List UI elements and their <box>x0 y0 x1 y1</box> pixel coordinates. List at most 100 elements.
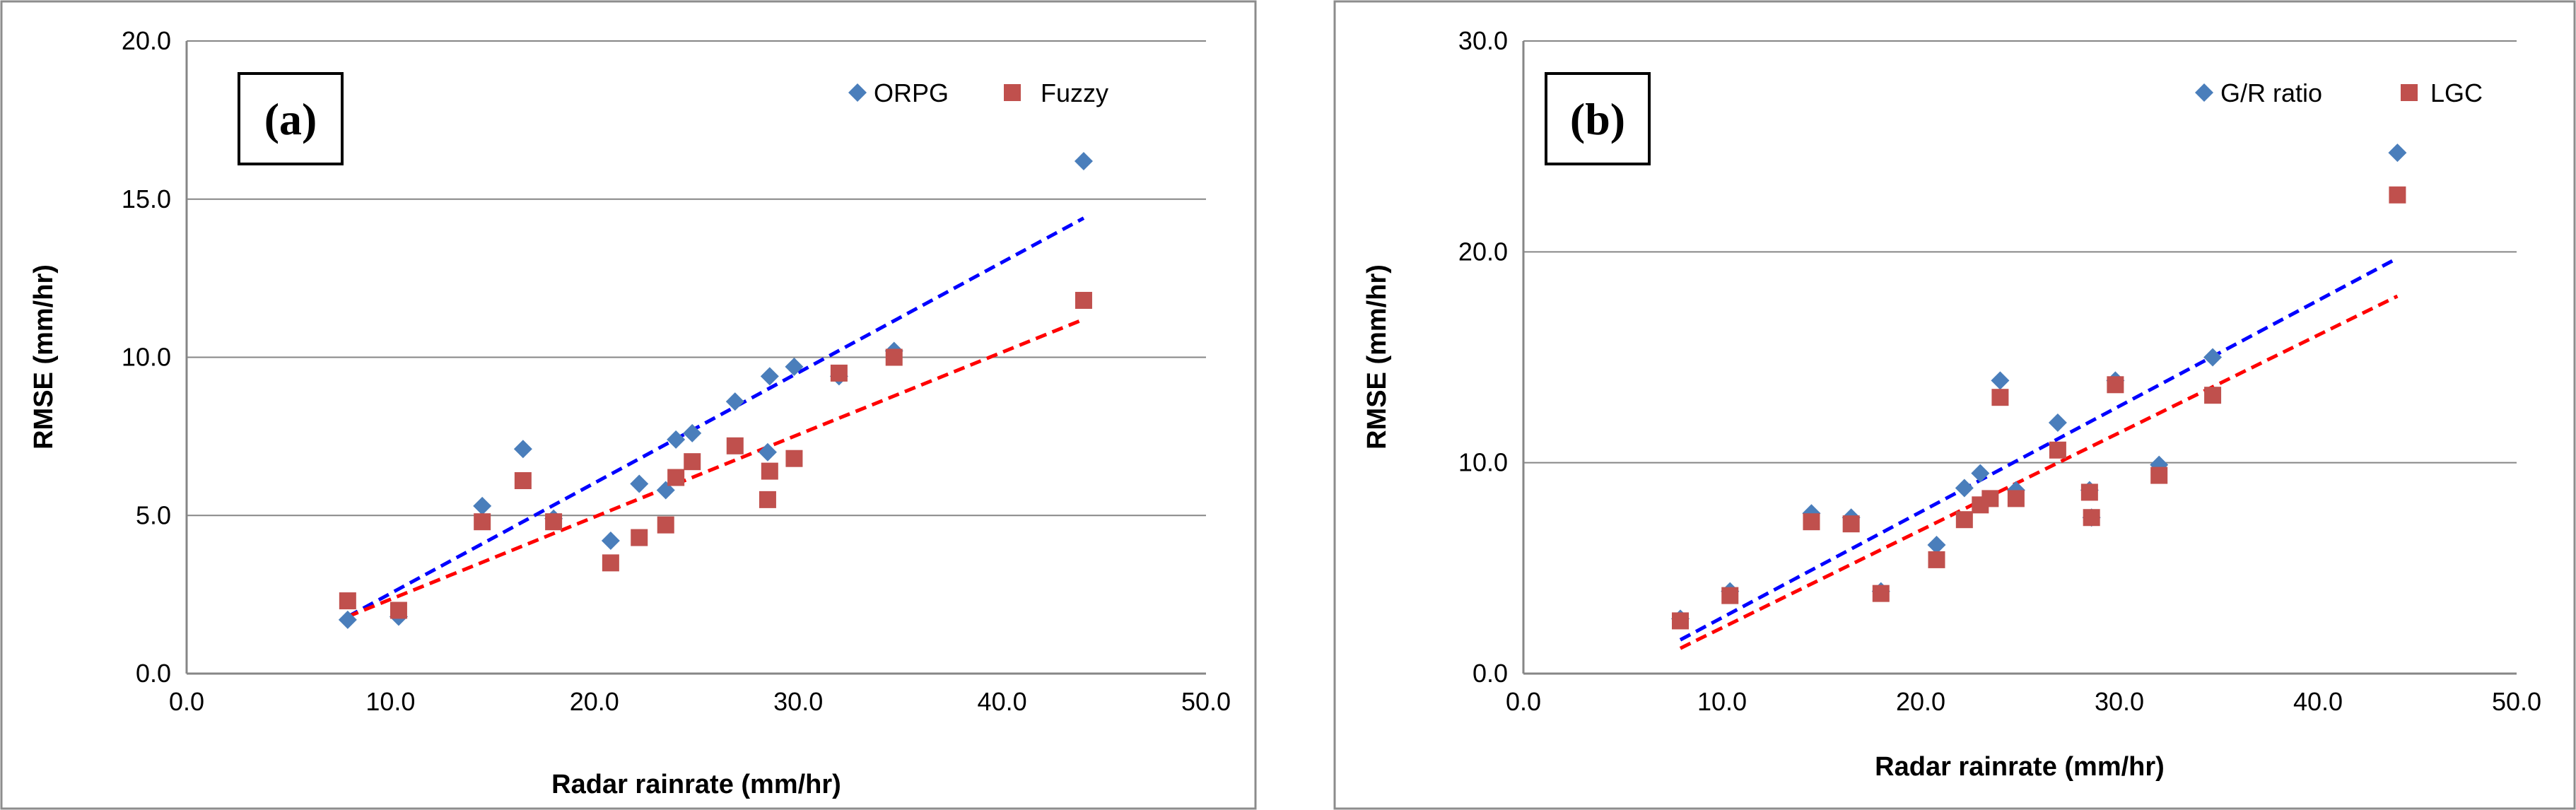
data-point-lgc <box>1955 511 1973 529</box>
gridlines <box>187 40 1206 517</box>
y-axis-label: RMSE (mm/hr) <box>1362 264 1392 450</box>
legend-marker-orpg <box>848 83 867 102</box>
data-point-lgc <box>2204 387 2222 404</box>
x-axis-label: Radar rainrate (mm/hr) <box>551 770 841 799</box>
y-tick-label: 20.0 <box>122 26 171 55</box>
x-tick-label: 10.0 <box>1697 687 1747 716</box>
x-tick-label: 0.0 <box>1506 687 1541 716</box>
x-tick-label: 20.0 <box>1896 687 1945 716</box>
data-point-orpg <box>601 532 620 551</box>
x-tick-label: 0.0 <box>169 687 204 716</box>
data-point-orpg <box>1074 152 1093 171</box>
data-point-g-r-ratio <box>1991 371 2010 390</box>
data-point-lgc <box>2107 376 2124 394</box>
legend-marker-gr-ratio <box>2195 83 2213 102</box>
data-point-fuzzy <box>390 601 407 619</box>
data-point-fuzzy <box>657 516 674 534</box>
trendlines <box>1679 257 2399 650</box>
data-point-fuzzy <box>684 453 701 471</box>
data-point-fuzzy <box>1075 291 1092 309</box>
data-point-fuzzy <box>885 348 903 366</box>
data-point-orpg <box>758 442 777 462</box>
y-tick-label: 15.0 <box>122 184 171 213</box>
data-point-orpg <box>667 430 686 449</box>
y-tick-label: 5.0 <box>136 500 171 529</box>
chart-panel-b: 0.010.020.030.0 0.0 10.0 20.0 30.0 40.0 50.0 … <box>1333 0 2576 810</box>
data-point-lgc <box>1928 551 1945 568</box>
data-point-fuzzy <box>339 592 356 610</box>
x-tick-label: 30.0 <box>2095 687 2144 716</box>
y-tick-label: 20.0 <box>1458 237 1508 266</box>
data-point-lgc <box>1872 585 1890 602</box>
legend: G/R ratio LGC <box>2195 78 2483 107</box>
trendline-lgc <box>1679 294 2399 650</box>
y-tick-label: 0.0 <box>1473 659 1508 688</box>
x-tick-label: 30.0 <box>773 687 823 716</box>
data-point-g-r-ratio <box>1971 464 1990 483</box>
data-point-fuzzy <box>761 462 778 480</box>
x-tick-labels: 0.0 10.0 20.0 30.0 40.0 50.0 <box>1506 687 2541 716</box>
data-point-lgc <box>1671 612 1689 630</box>
data-point-orpg <box>785 357 804 376</box>
data-point-lgc <box>2049 441 2066 459</box>
data-point-lgc <box>1842 515 1860 533</box>
data-point-orpg <box>760 367 779 386</box>
data-point-lgc <box>2007 490 2025 507</box>
data-points <box>338 152 1093 629</box>
x-tick-label: 20.0 <box>570 687 619 716</box>
trendlines <box>346 216 1085 618</box>
trendline-g-r-ratio <box>1679 257 2399 642</box>
data-point-lgc <box>1991 389 2009 406</box>
data-point-lgc <box>2083 509 2100 527</box>
data-point-g-r-ratio <box>1955 479 1974 498</box>
data-point-fuzzy <box>759 491 776 508</box>
x-tick-label: 10.0 <box>365 687 415 716</box>
data-point-fuzzy <box>726 437 744 454</box>
data-point-fuzzy <box>667 469 685 486</box>
trendline-orpg <box>346 216 1085 618</box>
x-tick-label: 40.0 <box>978 687 1027 716</box>
x-tick-label: 40.0 <box>2293 687 2343 716</box>
data-point-fuzzy <box>545 513 563 531</box>
data-points <box>1670 143 2407 630</box>
data-point-orpg <box>473 496 492 515</box>
legend-label-fuzzy: Fuzzy <box>1041 78 1108 107</box>
data-point-lgc <box>2150 466 2168 484</box>
legend-label-lgc: LGC <box>2430 78 2483 107</box>
panel-label-frame <box>238 72 344 165</box>
y-tick-labels: 0.0 5.0 10.0 15.0 20.0 <box>122 26 171 688</box>
data-point-fuzzy <box>631 529 648 546</box>
gridlines <box>1523 40 2517 464</box>
y-tick-label: 10.0 <box>122 343 171 372</box>
chart-panel-a: 0.0 5.0 10.0 15.0 20.0 0.0 10.0 20.0 30.0 40.0 50… <box>0 0 1257 810</box>
data-point-fuzzy <box>785 450 803 467</box>
y-tick-label: 0.0 <box>136 659 171 688</box>
data-point-fuzzy <box>602 554 619 572</box>
data-point-orpg <box>725 392 744 411</box>
data-point-g-r-ratio <box>1927 536 1946 555</box>
data-point-orpg <box>338 610 357 629</box>
data-point-lgc <box>2080 483 2098 501</box>
legend: ORPG Fuzzy <box>848 78 1108 107</box>
data-point-lgc <box>2389 186 2406 204</box>
data-point-orpg <box>683 423 702 442</box>
data-point-fuzzy <box>830 364 848 382</box>
y-tick-label: 30.0 <box>1458 26 1508 55</box>
legend-marker-fuzzy <box>1004 84 1021 101</box>
data-point-g-r-ratio <box>2203 348 2223 367</box>
panel-label: (b) <box>1570 94 1625 144</box>
data-point-fuzzy <box>474 513 491 531</box>
legend-label-orpg: ORPG <box>874 78 949 107</box>
panel-label: (a) <box>264 94 317 144</box>
y-tick-label: 10.0 <box>1458 448 1508 477</box>
data-point-orpg <box>630 474 649 493</box>
data-point-lgc <box>1981 490 1999 507</box>
data-point-fuzzy <box>514 472 532 490</box>
legend-marker-lgc <box>2401 84 2418 101</box>
y-axis-label: RMSE (mm/hr) <box>29 264 59 450</box>
x-tick-labels: 0.0 10.0 20.0 30.0 40.0 50.0 <box>169 687 1231 716</box>
data-point-lgc <box>1721 587 1739 604</box>
panel-label-box: (a) <box>238 72 344 165</box>
data-point-g-r-ratio <box>2388 143 2407 163</box>
